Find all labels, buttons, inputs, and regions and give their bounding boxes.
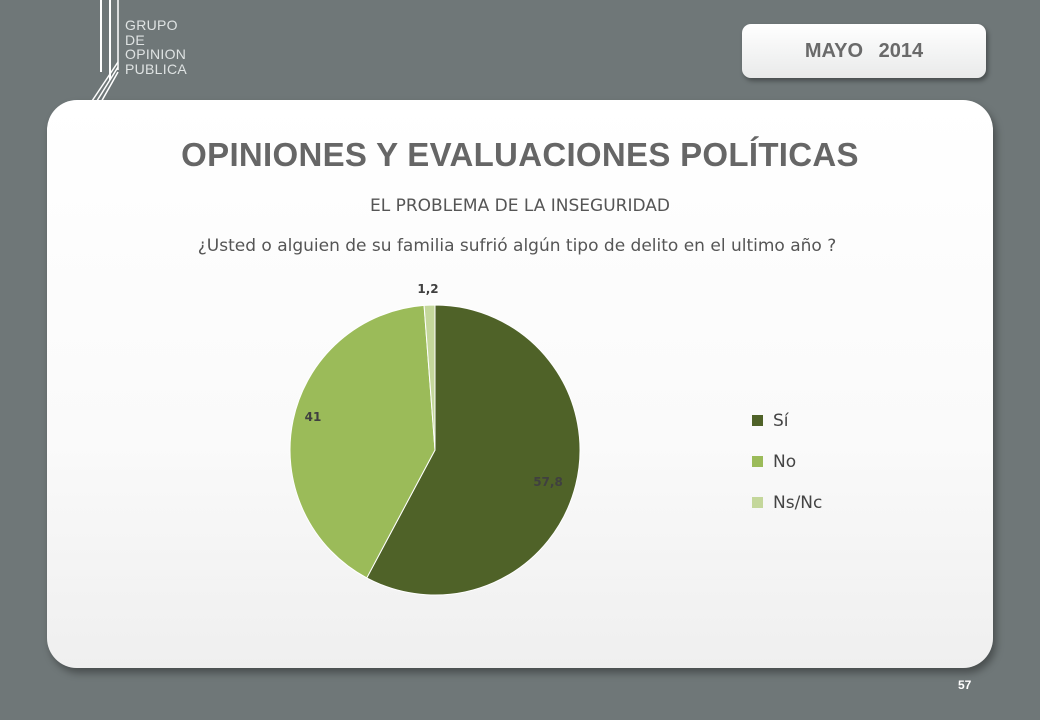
page-title: OPINIONES Y EVALUACIONES POLÍTICAS [181,136,859,173]
data-label-nsnc: 1,2 [417,282,438,296]
grupo-opinion-publica-logo: GRUPO DE OPINION PUBLICA [88,0,218,110]
legend-label-nsnc: Ns/Nc [773,492,823,513]
pie-slice-si [366,304,581,596]
logo-line: DE [125,31,146,48]
section-subtitle: EL PROBLEMA DE LA INSEGURIDAD [370,196,670,216]
pie-slice-no [289,304,436,579]
legend-swatch-no [752,456,763,467]
logo-mark-icon [89,0,119,105]
chart-legend: Sí No Ns/Nc [752,400,822,523]
logo-line: OPINION [125,46,187,62]
date-badge: MAYO 2014 [742,24,986,78]
legend-item-no: No [752,441,822,482]
survey-question: ¿Usted o alguien de su familia sufrió al… [197,236,837,256]
legend-label-no: No [773,451,797,472]
data-label-no: 41 [305,410,322,424]
legend-label-si: Sí [773,410,789,431]
legend-swatch-si [752,415,763,426]
date-label: MAYO 2014 [804,39,924,62]
legend-item-nsnc: Ns/Nc [752,482,822,523]
page-number: 57 [958,678,972,692]
legend-swatch-nsnc [752,497,763,508]
pie-slice-nsnc [423,304,436,451]
logo-line: GRUPO [125,17,178,33]
logo-wordmark: GRUPO DE OPINION PUBLICA [125,18,187,76]
logo-line: PUBLICA [125,60,188,77]
legend-item-si: Sí [752,400,822,441]
data-label-si: 57,8 [533,475,563,489]
